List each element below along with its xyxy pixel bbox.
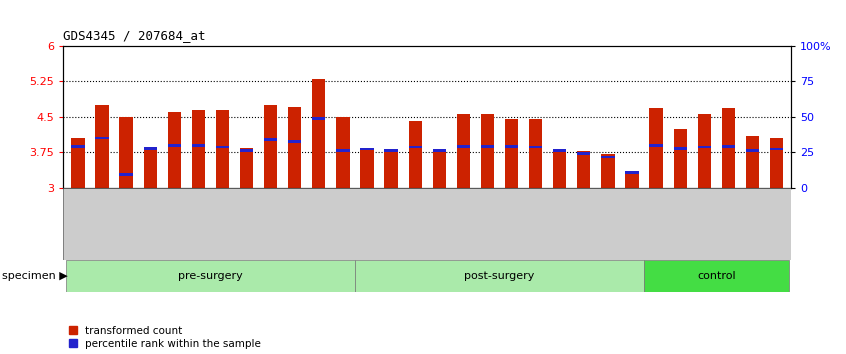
Bar bbox=[746, 136, 759, 188]
Bar bbox=[770, 138, 783, 188]
Bar bbox=[216, 145, 229, 148]
Text: control: control bbox=[697, 271, 736, 281]
Bar bbox=[336, 149, 349, 152]
Bar bbox=[384, 151, 398, 188]
Bar bbox=[216, 110, 229, 188]
Bar bbox=[384, 149, 398, 152]
Bar bbox=[722, 108, 735, 188]
Bar bbox=[553, 149, 566, 152]
Bar bbox=[673, 147, 687, 150]
Bar bbox=[625, 171, 639, 174]
Bar bbox=[481, 114, 494, 188]
Bar bbox=[240, 149, 253, 152]
Bar bbox=[577, 151, 591, 188]
Bar bbox=[673, 129, 687, 188]
Bar bbox=[96, 105, 108, 188]
Bar bbox=[770, 148, 783, 150]
Bar bbox=[71, 145, 85, 148]
Bar bbox=[119, 117, 133, 188]
Bar bbox=[355, 260, 644, 292]
Bar bbox=[432, 149, 446, 152]
Bar bbox=[529, 119, 542, 188]
Bar bbox=[650, 144, 662, 147]
Bar bbox=[432, 151, 446, 188]
Bar bbox=[192, 144, 205, 147]
Bar bbox=[288, 141, 301, 143]
Bar bbox=[481, 145, 494, 148]
Bar bbox=[71, 138, 85, 188]
Bar bbox=[722, 145, 735, 148]
Bar bbox=[457, 114, 470, 188]
Bar bbox=[746, 149, 759, 152]
Bar bbox=[312, 79, 326, 188]
Bar bbox=[698, 114, 711, 188]
Bar bbox=[360, 148, 374, 150]
Bar bbox=[644, 260, 788, 292]
Legend: transformed count, percentile rank within the sample: transformed count, percentile rank withi… bbox=[69, 326, 261, 349]
Bar bbox=[264, 138, 277, 141]
Bar bbox=[698, 145, 711, 148]
Bar bbox=[312, 117, 326, 120]
Bar bbox=[144, 148, 157, 188]
Bar bbox=[144, 147, 157, 150]
Bar bbox=[409, 145, 422, 148]
Bar bbox=[457, 145, 470, 148]
Bar bbox=[602, 154, 614, 188]
Bar bbox=[505, 145, 518, 148]
Bar bbox=[553, 149, 566, 188]
Bar bbox=[264, 105, 277, 188]
Bar bbox=[625, 172, 639, 188]
Text: GDS4345 / 207684_at: GDS4345 / 207684_at bbox=[63, 29, 206, 42]
Bar bbox=[602, 155, 614, 158]
Bar bbox=[240, 148, 253, 188]
Text: specimen ▶: specimen ▶ bbox=[2, 271, 68, 281]
Bar bbox=[336, 117, 349, 188]
Text: pre-surgery: pre-surgery bbox=[178, 271, 243, 281]
Bar bbox=[168, 144, 181, 147]
Bar bbox=[505, 119, 518, 188]
Bar bbox=[360, 148, 374, 188]
Bar bbox=[288, 107, 301, 188]
Bar bbox=[66, 260, 355, 292]
Bar bbox=[192, 110, 205, 188]
Bar bbox=[577, 152, 591, 155]
Bar bbox=[409, 121, 422, 188]
Text: post-surgery: post-surgery bbox=[464, 271, 535, 281]
Bar bbox=[168, 112, 181, 188]
Bar bbox=[650, 108, 662, 188]
Bar bbox=[119, 173, 133, 176]
Bar bbox=[96, 137, 108, 139]
Bar bbox=[529, 145, 542, 148]
